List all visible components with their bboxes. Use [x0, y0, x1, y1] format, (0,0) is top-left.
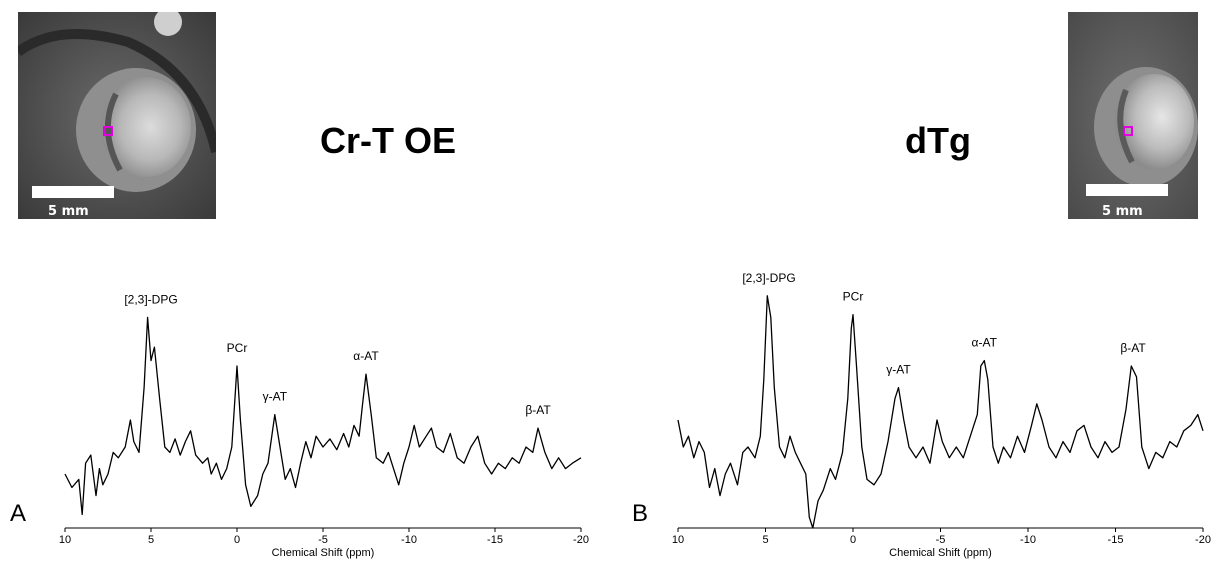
scale-bar — [32, 186, 114, 198]
panel-a-title: Cr-T OE — [320, 120, 457, 161]
peak-label: β-AT — [1120, 341, 1146, 355]
roi-marker — [1123, 126, 1133, 136]
peak-label: α-AT — [972, 336, 998, 350]
scale-bar-label: 5 mm — [1102, 204, 1143, 219]
scale-bar — [1086, 184, 1168, 196]
peak-label: [2,3]-DPG — [124, 292, 177, 306]
mri-image-cr-t-oe: 5 mm — [18, 12, 216, 219]
peak-label: [2,3]-DPG — [742, 271, 795, 285]
roi-marker — [103, 126, 113, 136]
peak-label: PCr — [843, 290, 864, 304]
x-tick-label: -20 — [573, 534, 589, 546]
x-tick-label: 5 — [148, 534, 154, 546]
scale-bar-label: 5 mm — [48, 204, 89, 219]
x-tick-label: -10 — [1020, 534, 1036, 546]
x-tick-label: -20 — [1195, 534, 1211, 546]
x-tick-label: -5 — [936, 534, 946, 546]
peak-label: β-AT — [525, 403, 551, 417]
mri-image-graphic: 5 mm — [1068, 12, 1198, 219]
peak-label: γ-AT — [263, 390, 288, 404]
x-tick-label: 0 — [850, 534, 856, 546]
mri-image-graphic: 5 mm — [18, 12, 216, 219]
mri-image-dtg: 5 mm — [1068, 12, 1198, 219]
x-tick-label: 10 — [59, 534, 71, 546]
x-tick-label: 5 — [762, 534, 768, 546]
panel-b-title: dTg — [905, 120, 971, 161]
panel-b-letter: B — [632, 500, 649, 527]
x-tick-label: -15 — [487, 534, 503, 546]
x-tick-label: 10 — [672, 534, 684, 546]
peak-label: γ-AT — [886, 363, 911, 377]
x-tick-label: -5 — [318, 534, 328, 546]
panel-a-letter: A — [10, 500, 27, 527]
x-tick-label: -15 — [1108, 534, 1124, 546]
x-axis-title: Chemical Shift (ppm) — [889, 547, 992, 559]
x-tick-label: -10 — [401, 534, 417, 546]
peak-label: α-AT — [353, 349, 379, 363]
peak-label: PCr — [227, 341, 248, 355]
spectrum-trace — [64, 316, 582, 516]
x-tick-label: 0 — [234, 534, 240, 546]
spectrum-trace — [677, 295, 1204, 529]
x-axis-title: Chemical Shift (ppm) — [272, 547, 375, 559]
